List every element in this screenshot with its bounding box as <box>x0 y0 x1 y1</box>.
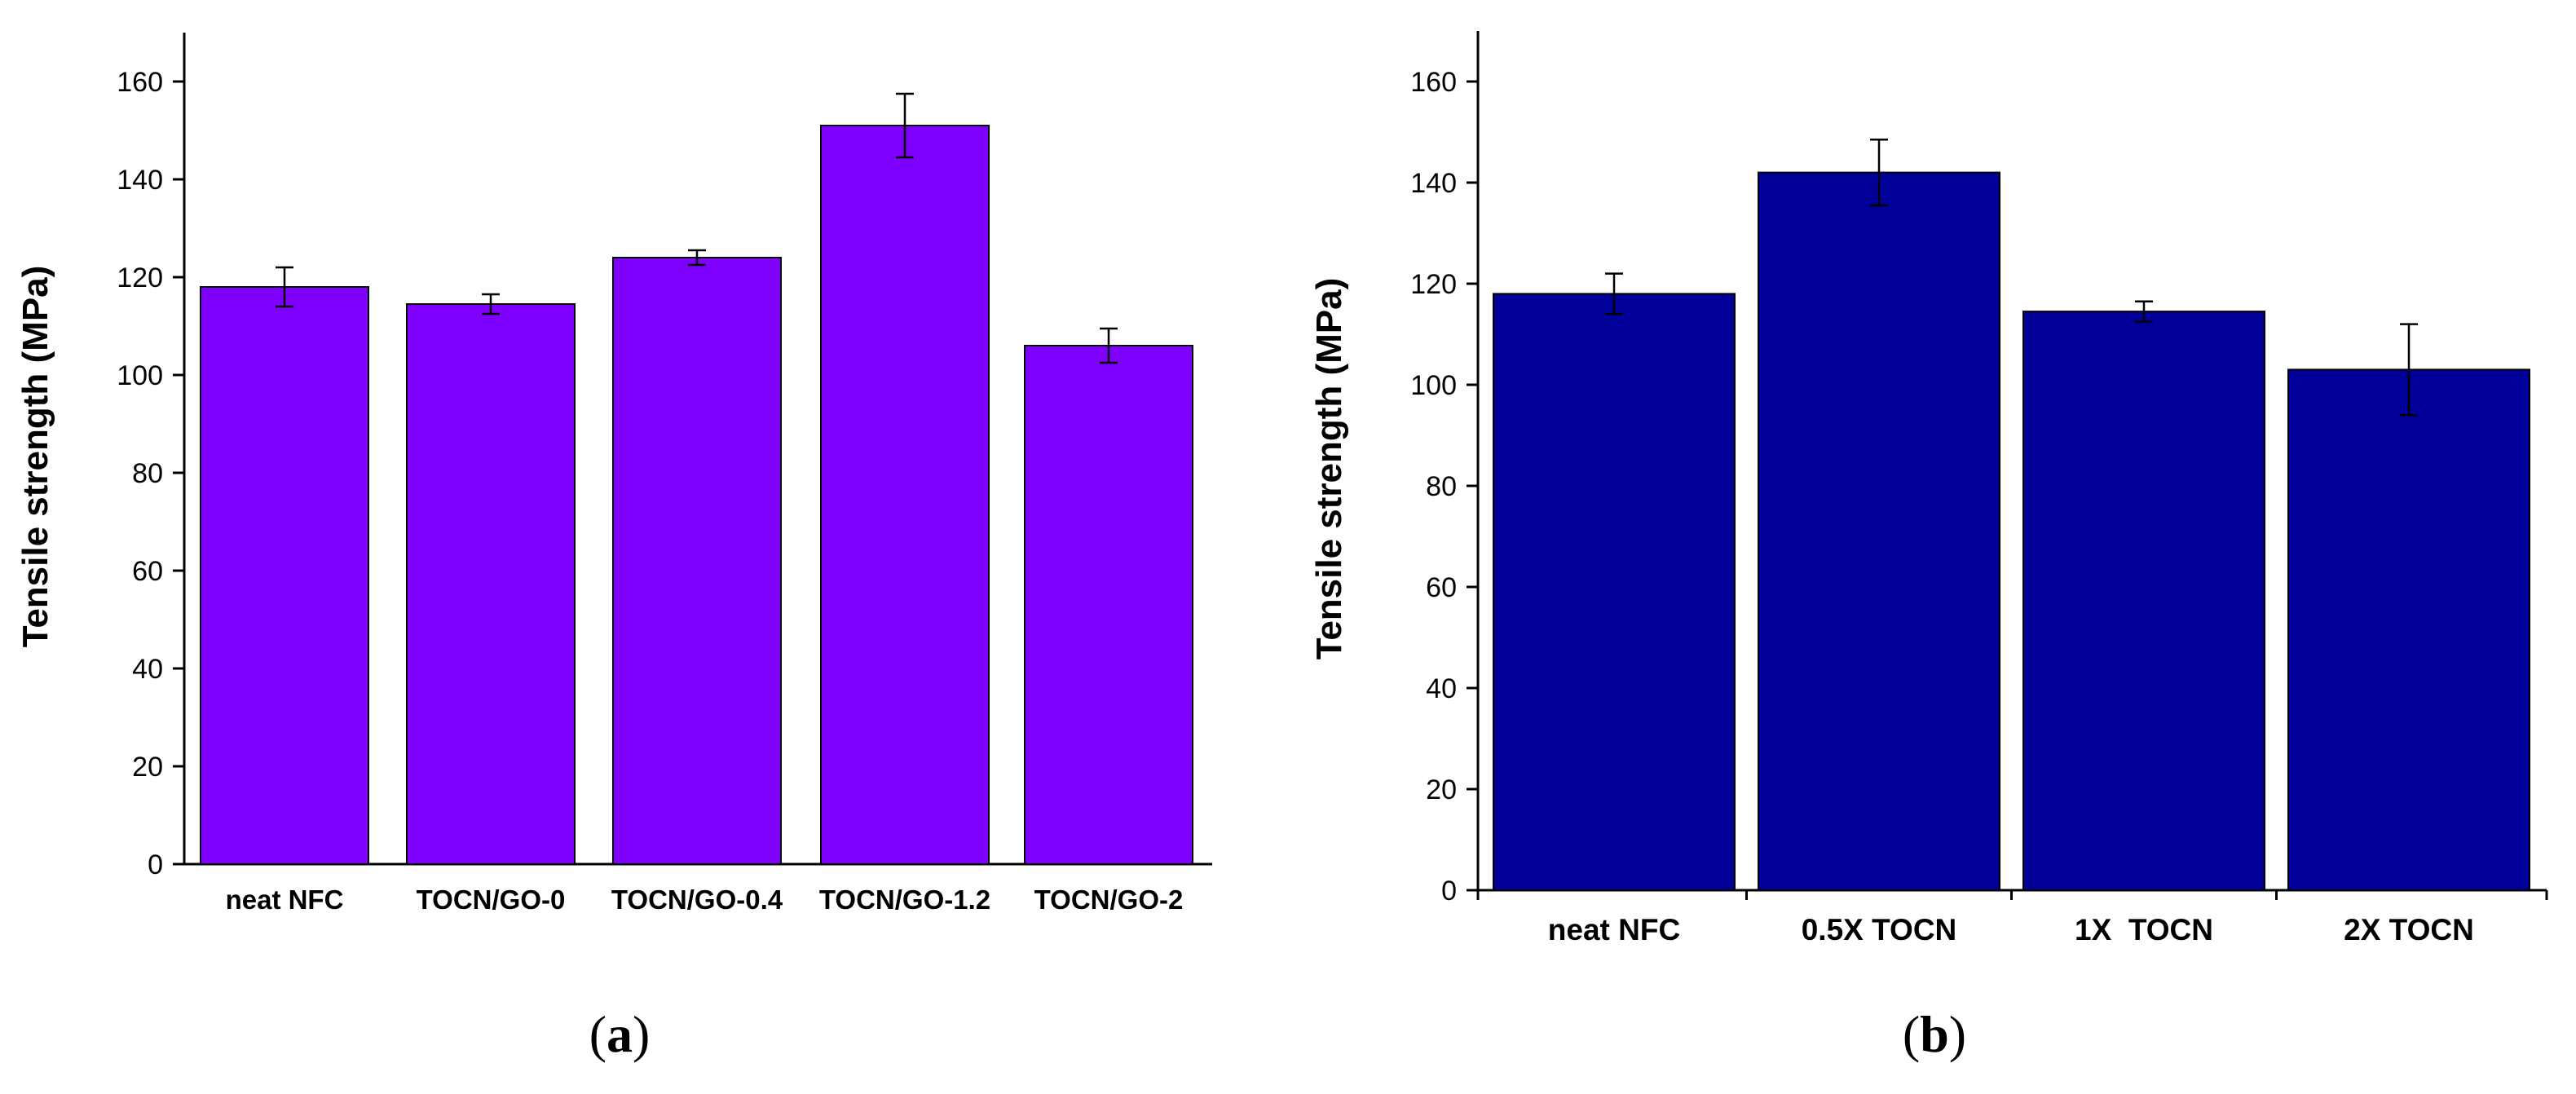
y-tick-label-a-80: 80 <box>132 458 163 489</box>
y-axis-title-b: Tensile strength (MPa) <box>1309 278 1349 660</box>
bar-a-1 <box>406 303 576 865</box>
category-label-a-4: TOCN/GO-2 <box>1034 884 1184 915</box>
category-label-a-1: TOCN/GO-0 <box>417 884 566 915</box>
chart-b: 0 20 40 60 80 100 120 140 160 neat NFC 0.5X TOCN 1X… <box>1309 31 2548 946</box>
y-tick-label-a-20: 20 <box>132 752 163 783</box>
bar-a-4 <box>1024 345 1193 865</box>
category-label-b-2: 1X TOCN <box>2075 913 2213 946</box>
y-tick-label-b-80: 80 <box>1426 471 1457 502</box>
y-tick-label-b-0: 0 <box>1441 876 1457 907</box>
category-label-b-0: neat NFC <box>1548 913 1680 946</box>
y-tick-label-a-40: 40 <box>132 654 163 685</box>
y-axis-title-a: Tensile strength (MPa) <box>15 266 55 648</box>
bar-b-1 <box>1758 171 2000 892</box>
y-tick-label-b-120: 120 <box>1410 269 1457 300</box>
y-tick-label-b-140: 140 <box>1410 168 1457 199</box>
chart-a: 0 20 40 60 80 100 120 140 160 neat NFC TOCN/GO-0 TO… <box>15 33 1212 915</box>
bar-a-0 <box>200 286 369 865</box>
bar-a-3 <box>820 125 990 865</box>
category-label-a-0: neat NFC <box>226 884 344 915</box>
bar-b-2 <box>2022 311 2265 892</box>
y-tick-label-a-140: 140 <box>117 165 163 196</box>
y-tick-label-b-60: 60 <box>1426 572 1457 603</box>
bar-b-0 <box>1493 293 1736 891</box>
y-tick-label-b-160: 160 <box>1410 67 1457 98</box>
y-tick-label-a-60: 60 <box>132 556 163 587</box>
y-tick-label-a-160: 160 <box>117 67 163 98</box>
y-tick-label-b-40: 40 <box>1426 673 1457 704</box>
y-tick-label-b-100: 100 <box>1410 370 1457 401</box>
category-label-a-3: TOCN/GO-1.2 <box>819 884 990 915</box>
category-label-b-3: 2X TOCN <box>2344 913 2474 946</box>
bar-b-3 <box>2287 368 2530 891</box>
bar-a-2 <box>612 257 782 865</box>
category-label-a-2: TOCN/GO-0.4 <box>611 884 783 915</box>
y-tick-label-a-0: 0 <box>148 849 163 880</box>
y-tick-label-a-100: 100 <box>117 360 163 391</box>
y-tick-label-a-120: 120 <box>117 262 163 293</box>
panel-label-b: (b) <box>1903 1005 1966 1063</box>
y-tick-label-b-20: 20 <box>1426 774 1457 805</box>
panel-label-a: (a) <box>589 1005 651 1063</box>
category-label-b-1: 0.5X TOCN <box>1802 913 1957 946</box>
